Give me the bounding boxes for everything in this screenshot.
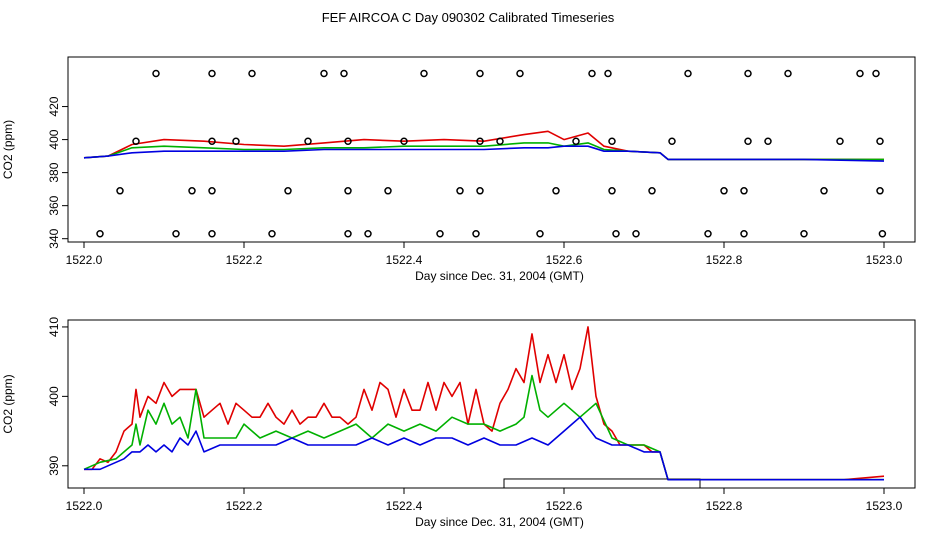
series-line-red <box>83 130 884 161</box>
x-axis-label: Day since Dec. 31, 2004 (GMT) <box>415 515 584 529</box>
data-point-marker <box>188 187 196 195</box>
data-point-marker <box>684 69 692 78</box>
data-point-marker <box>340 69 348 78</box>
data-point-marker <box>552 187 560 195</box>
data-point-marker <box>472 229 480 238</box>
data-point-marker <box>344 137 352 145</box>
data-point-marker <box>784 69 792 78</box>
data-point-marker <box>320 69 328 78</box>
data-point-marker <box>608 137 616 145</box>
data-point-marker <box>476 187 484 195</box>
chart-panel-bottom: 1522.0 1522.2 1522.4 1522.6 1522.8 1523.0 390 4… <box>1 317 916 529</box>
data-point-marker <box>572 137 580 145</box>
y-tick-label: 410 <box>47 317 61 337</box>
x-tick-label: 1522.2 <box>226 253 263 267</box>
data-point-marker <box>132 137 140 145</box>
data-point-marker <box>476 69 484 78</box>
y-tick-label: 390 <box>47 455 61 475</box>
x-tick-label: 1522.0 <box>66 253 103 267</box>
data-point-marker <box>800 229 808 238</box>
chart-panel-top: 1522.0 1522.2 1522.4 1522.6 1522.8 1523.0 340 3… <box>1 56 916 283</box>
data-point-marker <box>364 229 372 238</box>
x-tick-label: 1522.6 <box>546 499 583 513</box>
x-tick-label: 1522.8 <box>706 499 743 513</box>
data-point-marker <box>436 229 444 238</box>
data-point-marker <box>400 137 408 145</box>
data-point-marker <box>172 229 180 238</box>
series-line-green <box>83 374 884 481</box>
y-tick-label: 340 <box>47 228 61 248</box>
data-point-marker <box>764 137 772 145</box>
data-point-marker <box>344 187 352 195</box>
y-tick-label: 400 <box>47 386 61 406</box>
data-point-marker <box>116 187 124 195</box>
x-tick-label: 1522.2 <box>226 499 263 513</box>
data-point-marker <box>384 187 392 195</box>
data-point-marker <box>740 229 748 238</box>
flag-bar <box>503 478 701 489</box>
data-point-marker <box>878 229 887 238</box>
y-tick-label: 420 <box>47 96 61 116</box>
x-tick-label: 1522.4 <box>386 253 423 267</box>
plot-frame <box>67 319 916 489</box>
data-point-marker <box>344 229 352 238</box>
data-point-marker <box>744 137 752 145</box>
data-point-marker <box>872 69 880 78</box>
data-point-marker <box>536 229 544 238</box>
data-point-marker <box>96 229 104 238</box>
data-point-marker <box>208 229 216 238</box>
x-tick-label: 1523.0 <box>866 499 903 513</box>
data-point-marker <box>876 137 884 145</box>
data-point-marker <box>152 69 160 78</box>
x-axis-label: Day since Dec. 31, 2004 (GMT) <box>415 269 584 283</box>
data-point-marker <box>456 187 464 195</box>
data-point-marker <box>208 187 216 195</box>
data-point-marker <box>208 69 216 78</box>
x-tick-label: 1522.6 <box>546 253 583 267</box>
data-point-marker <box>720 187 728 195</box>
data-point-marker <box>668 137 676 145</box>
data-point-marker <box>232 137 240 145</box>
data-point-marker <box>608 187 616 195</box>
data-point-marker <box>648 187 656 195</box>
x-tick-label: 1522.4 <box>386 499 423 513</box>
data-point-marker <box>820 187 828 195</box>
x-tick-label: 1522.0 <box>66 499 103 513</box>
data-point-marker <box>836 137 844 145</box>
data-point-marker <box>208 137 216 145</box>
y-tick-label: 360 <box>47 195 61 215</box>
data-point-marker <box>248 69 256 78</box>
series-line-blue <box>83 145 885 162</box>
data-point-marker <box>496 137 504 145</box>
data-point-marker <box>604 69 612 78</box>
y-axis-label: CO2 (ppm) <box>1 120 15 179</box>
y-tick-label: 380 <box>47 162 61 182</box>
data-point-marker <box>632 229 640 238</box>
y-tick-label: 400 <box>47 129 61 149</box>
x-tick-label: 1523.0 <box>866 253 903 267</box>
plot-frame <box>67 56 916 243</box>
data-point-marker <box>856 69 864 78</box>
data-point-marker <box>744 69 752 78</box>
series-line-red <box>84 326 885 481</box>
data-point-marker <box>304 137 312 145</box>
data-point-marker <box>588 69 596 78</box>
series-line-blue <box>84 416 884 481</box>
data-point-marker <box>268 229 276 238</box>
x-tick-label: 1522.8 <box>706 253 743 267</box>
data-point-marker <box>476 137 484 145</box>
data-point-marker <box>420 69 428 78</box>
data-point-marker <box>876 187 884 195</box>
data-point-marker <box>516 69 524 78</box>
data-point-marker <box>704 229 712 238</box>
y-axis-label: CO2 (ppm) <box>1 374 15 433</box>
figure-title: FEF AIRCOA C Day 090302 Calibrated Times… <box>321 10 615 25</box>
data-point-marker <box>284 187 292 195</box>
data-point-marker <box>740 187 748 195</box>
data-point-marker <box>612 229 620 238</box>
